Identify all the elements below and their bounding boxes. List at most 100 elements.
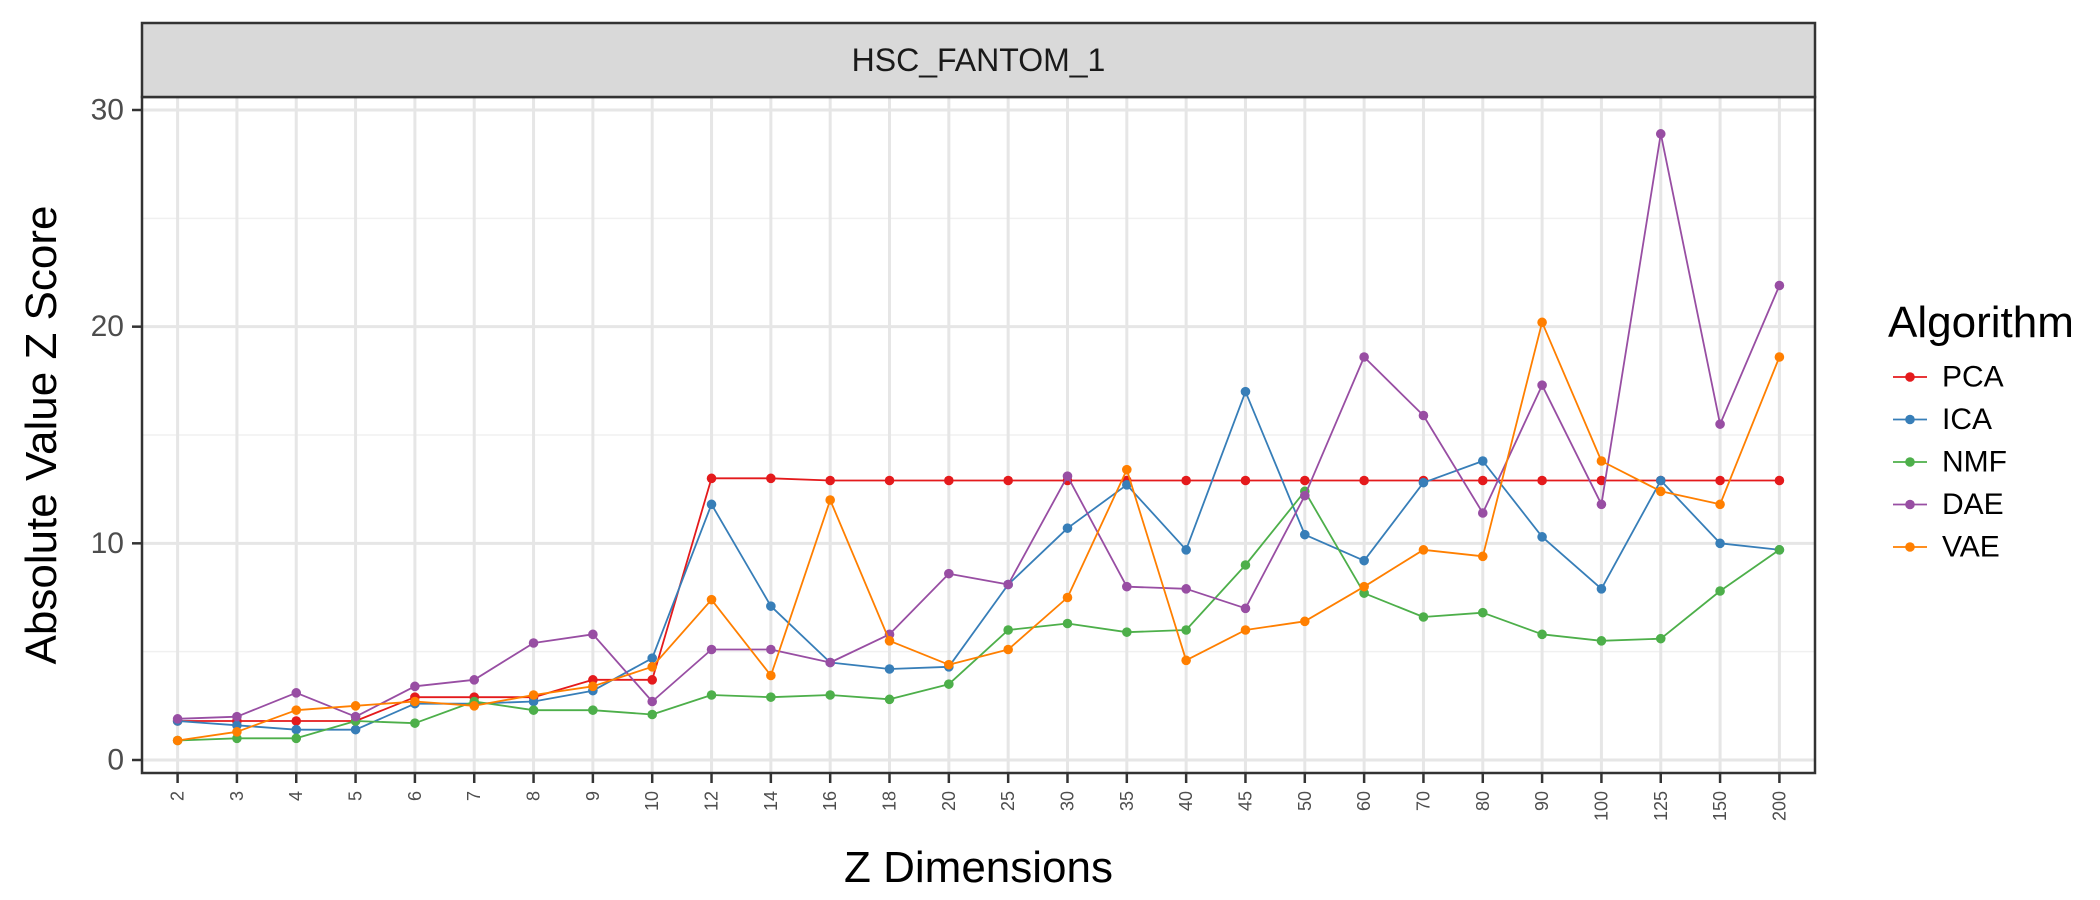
data-point-dae [706,644,717,655]
gridlines [142,97,1815,773]
legend-item-ica: ICA [1893,403,1992,436]
data-point-dae [1537,380,1547,390]
data-point-nmf [410,718,420,728]
data-point-nmf [1003,625,1013,635]
data-point-dae [232,711,242,722]
data-point-pca [647,675,658,685]
data-point-ica [350,724,361,735]
data-point-vae [1299,616,1310,627]
data-point-vae [1537,317,1547,328]
data-point-pca [1240,475,1251,486]
data-point-ica [1477,456,1488,466]
data-point-ica [1715,538,1725,549]
legend-key-point [1905,499,1915,510]
data-point-ica [884,664,895,674]
x-tick-label: 40 [1176,791,1196,811]
series-dae [172,129,1785,724]
legend-label: NMF [1942,446,2007,479]
data-point-vae [1240,625,1251,635]
series-line-pca [177,477,1780,722]
data-point-dae [1655,129,1666,139]
data-point-dae [1596,499,1607,510]
data-point-dae [1122,581,1132,592]
x-tick-label: 100 [1591,791,1611,821]
data-point-pca [1359,475,1369,486]
facet-strip: HSC_FANTOM_1 [140,21,1817,99]
y-axis-title: Absolute Value Z Score [17,206,66,665]
data-point-nmf [1715,586,1725,596]
x-tick-label: 90 [1532,791,1552,811]
data-point-nmf [706,690,717,700]
x-axis: 2 3 4 5 6 7 8 9 10 12 14 16 18 20 25 30 35 40 45 50 60 70 80 90… [168,773,1789,821]
data-point-pca [1774,475,1785,486]
data-point-ica [291,724,302,735]
data-point-vae [1062,592,1073,603]
x-tick-label: 30 [1057,791,1077,811]
data-point-nmf [766,692,776,702]
data-point-dae [766,644,776,655]
legend-item-dae: DAE [1893,488,2004,521]
x-tick-label: 8 [524,791,544,801]
legend-item-pca: PCA [1893,361,2004,394]
data-point-nmf [944,679,954,689]
data-point-dae [172,714,183,724]
data-point-vae [172,735,183,746]
data-point-vae [647,662,658,672]
data-point-dae [647,696,658,707]
data-point-vae [766,670,776,681]
data-point-dae [410,681,420,692]
data-point-pca [1181,475,1191,486]
data-point-dae [291,688,302,698]
x-tick-label: 18 [880,791,900,811]
y-tick-label: 20 [91,310,124,343]
data-point-nmf [884,694,895,705]
legend-label: VAE [1942,531,2000,564]
data-point-dae [528,638,539,648]
data-point-dae [469,675,480,685]
series-lines [172,129,1785,746]
y-tick-label: 30 [91,94,124,127]
data-point-vae [944,659,954,670]
data-point-dae [588,629,598,640]
x-tick-label: 125 [1651,791,1671,821]
x-tick-label: 14 [761,791,781,811]
data-point-nmf [1596,636,1607,646]
x-tick-label: 7 [464,791,484,801]
data-point-pca [825,475,835,486]
data-point-dae [1359,352,1369,362]
y-tick-label: 0 [107,744,124,777]
data-point-pca [1715,475,1725,486]
data-point-vae [469,701,480,711]
data-point-vae [1418,545,1429,555]
data-point-dae [1418,410,1429,421]
data-point-nmf [1655,633,1666,644]
data-point-ica [1359,555,1369,566]
x-tick-label: 150 [1710,791,1730,821]
x-tick-label: 25 [998,791,1018,811]
series-line-dae [177,132,1781,720]
data-point-nmf [1181,625,1191,635]
legend-key-point [1905,414,1915,425]
data-point-dae [944,568,954,579]
x-tick-label: 20 [939,791,959,811]
data-point-pca [706,473,717,484]
legend-item-nmf: NMF [1893,446,2007,479]
data-point-dae [825,657,835,668]
legend-key-point [1905,457,1915,467]
data-point-vae [1477,551,1488,562]
x-tick-label: 10 [642,791,662,811]
data-point-dae [1477,508,1488,518]
data-point-dae [1240,603,1251,614]
data-point-dae [1774,280,1785,291]
data-point-nmf [1537,629,1547,640]
data-point-ica [1655,475,1666,486]
data-point-pca [1477,475,1488,486]
data-point-vae [825,495,835,505]
x-axis-title: Z Dimensions [844,843,1113,892]
x-tick-label: 5 [346,791,366,801]
data-point-ica [1537,532,1547,542]
data-point-nmf [291,733,302,744]
data-point-ica [1596,584,1607,594]
legend-items: PCA ICA NMF DAE VAE [1893,361,2007,564]
data-point-ica [647,653,658,663]
